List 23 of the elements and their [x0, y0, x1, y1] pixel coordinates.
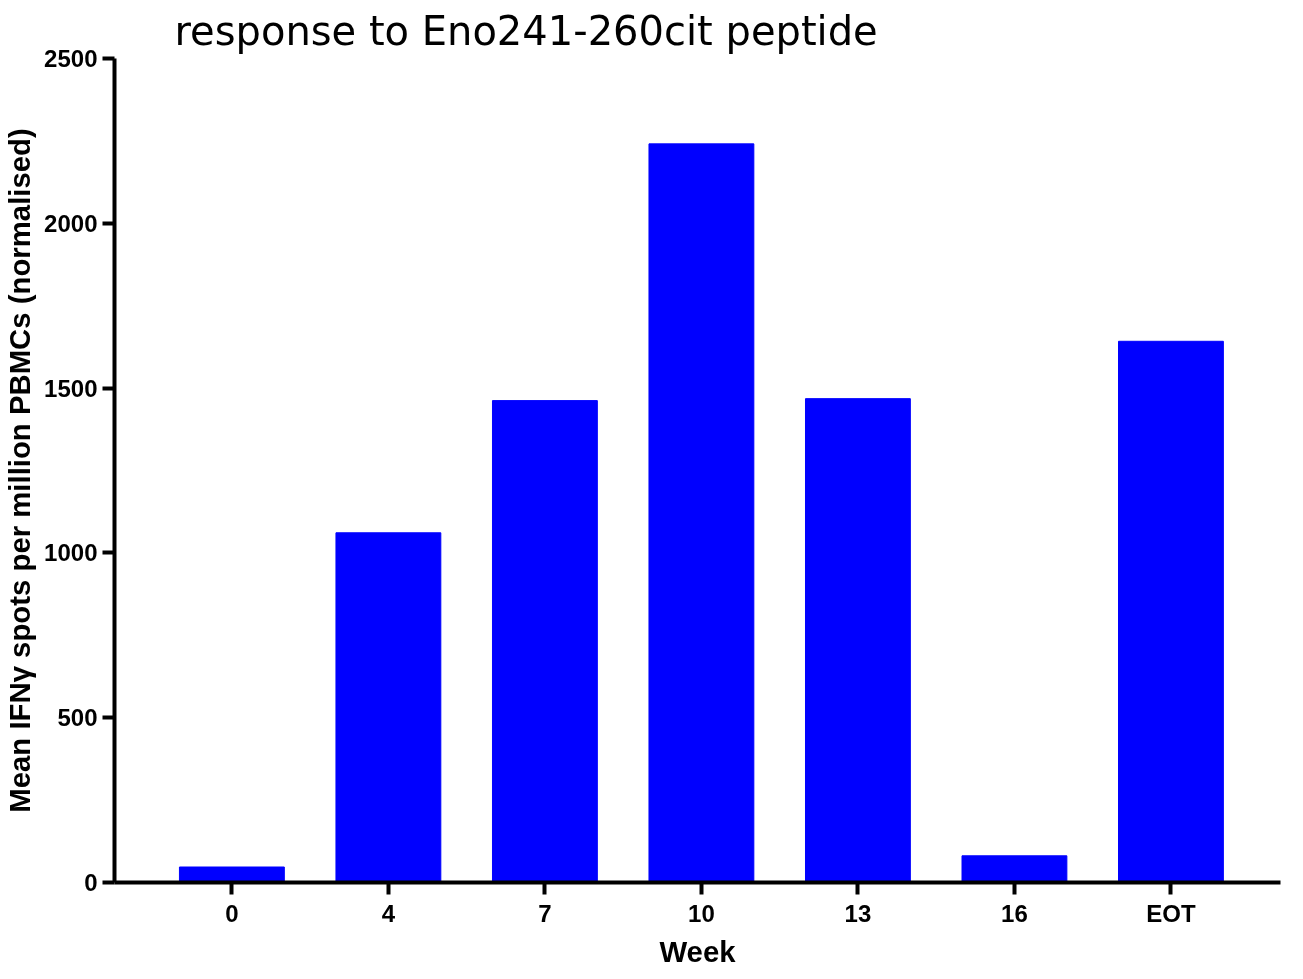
y-axis-title: Mean IFNγ spots per million PBMCs (normalised): [3, 128, 37, 813]
bar: [491, 400, 598, 883]
x-tick-label: 4: [381, 899, 396, 927]
x-tick-label: EOT: [1146, 899, 1196, 927]
x-tick-label: 13: [844, 899, 872, 927]
bar: [804, 398, 911, 883]
chart-title: response to Eno241-260cit peptide: [174, 7, 878, 54]
x-tick-label: 7: [538, 899, 552, 927]
y-tick-label: 2500: [44, 45, 98, 72]
bar: [648, 143, 755, 883]
bar: [961, 855, 1068, 883]
y-tick-label: 500: [57, 704, 98, 732]
x-tick-label: 0: [225, 899, 239, 927]
bar: [335, 532, 442, 883]
x-tick-label: 10: [688, 899, 715, 927]
y-tick-label: 1000: [44, 539, 98, 567]
y-tick-label: 2000: [44, 209, 98, 237]
y-tick-label: 0: [84, 869, 98, 896]
x-axis-title: Week: [659, 934, 737, 968]
bar: [1118, 340, 1224, 883]
bar: [178, 866, 285, 883]
x-tick-label: 16: [1001, 899, 1028, 927]
y-tick-label: 1500: [44, 374, 98, 402]
